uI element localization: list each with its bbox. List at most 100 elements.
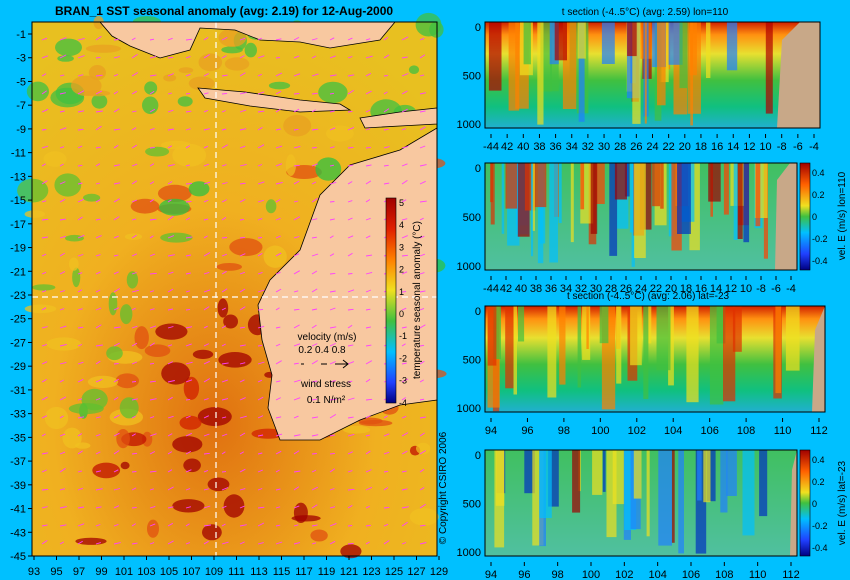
velocity-arrow	[311, 542, 317, 545]
lon-tick-label: 99	[95, 566, 107, 578]
velocity-arrow	[41, 343, 47, 347]
anomaly-patch	[161, 362, 191, 385]
velocity-arrow	[293, 397, 301, 401]
velocity-arrow	[275, 72, 283, 77]
velocity-arrow	[365, 235, 371, 239]
section-stripe	[775, 306, 782, 394]
velocity-arrow	[41, 236, 49, 239]
velocity-arrow	[113, 164, 120, 167]
velocity-arrow	[329, 272, 336, 275]
velocity-arrow	[311, 236, 317, 239]
velocity-arrow	[59, 92, 66, 95]
velocity-arrow	[131, 307, 136, 311]
velocity-arrow	[185, 92, 191, 95]
velocity-arrow	[113, 378, 120, 383]
velocity-arrow	[347, 89, 354, 95]
velocity-arrow	[365, 308, 371, 311]
velocity-arrow	[329, 307, 336, 311]
velocity-arrow	[293, 379, 301, 383]
velocity-arrow	[131, 381, 137, 383]
velocity-arrow	[311, 253, 319, 257]
velocity-arrow	[401, 307, 407, 311]
anomaly-patch	[310, 529, 328, 542]
velocity-arrow	[311, 486, 319, 491]
velocity-arrow	[239, 362, 246, 365]
x-tick-label: 94	[485, 425, 497, 437]
velocity-arrow	[167, 361, 174, 365]
anomaly-patch	[88, 65, 106, 81]
anomaly-patch	[147, 519, 159, 538]
x-tick-label: 42	[501, 141, 513, 153]
section3-lon-ticks: 94 96 98 100 102 104 106 108 110 112	[485, 418, 828, 437]
velocity-arrow	[167, 271, 174, 275]
x-tick-label: 32	[575, 283, 587, 295]
velocity-arrow	[383, 37, 389, 41]
colorbar-tick-label: 0	[812, 212, 817, 222]
velocity-vectors	[41, 36, 427, 545]
velocity-arrow	[149, 272, 157, 275]
velocity-arrow	[365, 146, 371, 149]
section-stripe	[629, 163, 637, 233]
velocity-arrow	[95, 110, 103, 113]
velocity-arrow	[275, 433, 283, 437]
velocity-arrow	[167, 326, 174, 329]
velocity-arrow	[383, 523, 389, 527]
velocity-arrow	[185, 432, 192, 437]
velocity-arrow	[203, 360, 210, 365]
anomaly-patch	[163, 74, 177, 82]
velocity-arrow	[419, 360, 425, 365]
velocity-arrow	[95, 470, 102, 473]
velocity-arrow	[203, 54, 210, 59]
velocity-arrow	[41, 307, 47, 311]
colorbar-tick-label: 2	[399, 265, 404, 275]
anomaly-patch	[172, 499, 205, 513]
velocity-arrow	[149, 342, 155, 347]
velocity-arrow	[131, 54, 138, 59]
section-stripe	[643, 306, 649, 399]
velocity-arrow	[59, 541, 65, 545]
velocity-arrow	[77, 145, 83, 149]
velocity-arrow	[347, 416, 354, 419]
section-stripe	[508, 22, 520, 111]
velocity-arrow	[59, 506, 67, 509]
velocity-arrow	[311, 92, 318, 95]
anomaly-patch	[188, 76, 215, 91]
velocity-arrow	[329, 290, 336, 293]
velocity-arrow	[383, 128, 389, 131]
section3-plot	[484, 305, 826, 413]
lat-tick-label: -43	[10, 527, 26, 539]
x-tick-label: 30	[590, 283, 602, 295]
velocity-arrow	[203, 469, 209, 473]
x-tick-label: -8	[777, 141, 787, 153]
velocity-arrow	[185, 217, 191, 221]
velocity-arrow	[419, 272, 425, 275]
velocity-arrow	[419, 450, 427, 455]
lon-tick-label: 129	[430, 566, 448, 578]
velocity-arrow	[329, 74, 337, 77]
java-borneo-land	[99, 21, 396, 59]
velocity-arrow	[257, 488, 263, 491]
anomaly-patch	[223, 494, 245, 518]
velocity-arrow	[131, 487, 137, 491]
section-stripe	[602, 450, 606, 492]
velocity-arrow	[167, 380, 175, 383]
velocity-arrow	[293, 216, 301, 221]
velocity-arrow	[239, 182, 246, 185]
velocity-arrow	[167, 37, 173, 41]
section4-seafloor	[790, 450, 797, 556]
velocity-arrow	[41, 379, 47, 383]
velocity-arrow	[113, 144, 119, 149]
velocity-arrow	[275, 199, 281, 203]
section-stripe	[549, 22, 559, 65]
velocity-arrow	[149, 253, 155, 257]
x-tick-label: 98	[558, 425, 570, 437]
velocity-arrow	[185, 451, 192, 455]
velocity-arrow	[95, 56, 101, 59]
velocity-arrow	[257, 73, 262, 77]
velocity-arrow	[185, 290, 191, 293]
velocity-arrow	[383, 146, 390, 149]
velocity-arrow	[185, 182, 192, 185]
velocity-arrow	[257, 37, 262, 41]
anomaly-patch	[57, 55, 74, 62]
velocity-arrow	[41, 524, 48, 527]
